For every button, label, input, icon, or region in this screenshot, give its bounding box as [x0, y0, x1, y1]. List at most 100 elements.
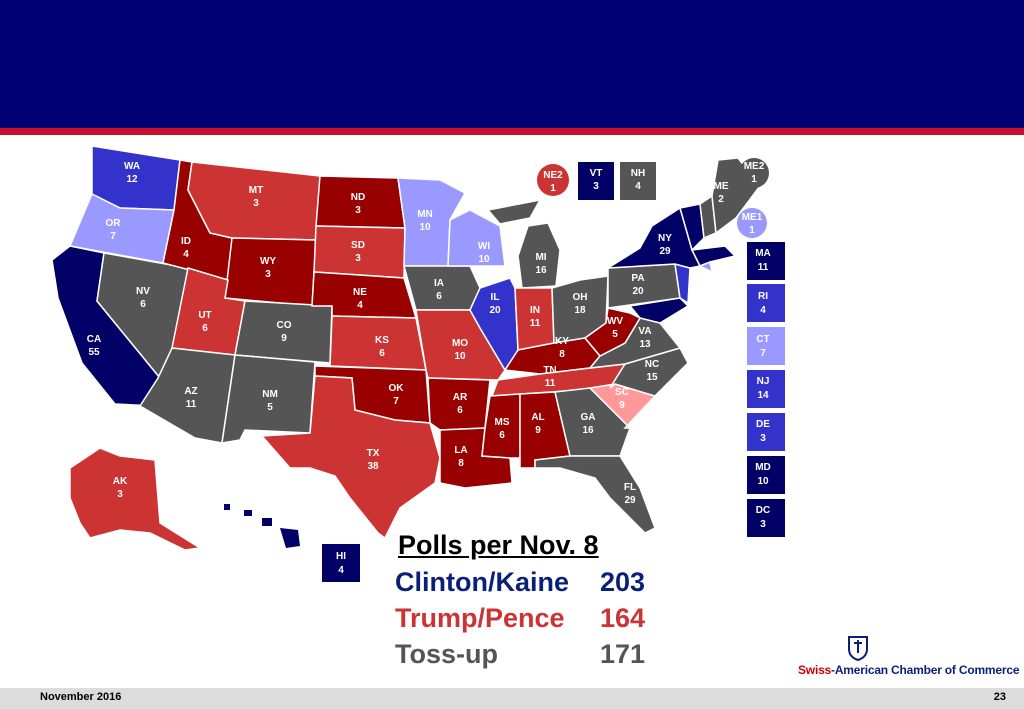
- box-DE[interactable]: DE 3: [747, 413, 785, 451]
- clinton-label: Clinton/Kaine: [395, 566, 569, 597]
- box-MA-ev: 11: [758, 262, 769, 273]
- state-AL-ev: 9: [535, 425, 541, 436]
- state-SD-ev: 3: [355, 253, 361, 264]
- state-VA-abbr: VA: [638, 326, 651, 337]
- box-ME1-ev: 1: [749, 225, 755, 236]
- summary-panel: Polls per Nov. 8 Clinton/Kaine 203 Trump…: [395, 530, 665, 672]
- box-ME2[interactable]: ME2 1: [739, 158, 769, 188]
- state-TX-abbr: TX: [367, 448, 380, 459]
- state-ID-ev: 4: [183, 249, 189, 260]
- electoral-map: WA 12 OR 7 CA 55 NV 6 ID 4 MT 3 WY 3 UT …: [0, 138, 1024, 688]
- state-ND-abbr: ND: [351, 192, 365, 203]
- box-NE2-abbr: NE2: [543, 170, 563, 181]
- box-HI-ev: 4: [338, 565, 344, 576]
- chamber-logo: Swiss-American Chamber of Commerce: [798, 635, 1019, 680]
- state-IL-ev: 20: [489, 305, 501, 316]
- state-OR-abbr: OR: [106, 218, 122, 229]
- state-boxes: NE2 1 VT 3 NH 4 ME2 1 ME1 1 MA 11 RI 4 C…: [322, 158, 785, 582]
- box-NE2[interactable]: NE2 1: [537, 164, 569, 196]
- trump-label: Trump/Pence: [395, 602, 565, 633]
- box-NH-ev: 4: [635, 181, 641, 192]
- summary-row-tossup: Toss-up 171: [395, 636, 665, 672]
- state-GA-ev: 16: [582, 425, 594, 436]
- box-ME2-abbr: ME2: [744, 161, 765, 172]
- state-AK[interactable]: AK 3: [69, 447, 203, 551]
- state-NV-ev: 6: [140, 299, 146, 310]
- logo-swiss: Swiss: [798, 663, 832, 677]
- box-MA[interactable]: MA 11: [747, 242, 785, 280]
- box-DC-abbr: DC: [756, 505, 770, 516]
- state-MI[interactable]: MI 16: [486, 198, 561, 289]
- box-MD-abbr: MD: [755, 462, 771, 473]
- state-SD-abbr: SD: [351, 240, 365, 251]
- summary-row-clinton: Clinton/Kaine 203: [395, 564, 665, 600]
- box-ME1[interactable]: ME1 1: [737, 208, 767, 238]
- state-MN-ev: 10: [419, 222, 431, 233]
- state-KY-abbr: KY: [555, 336, 569, 347]
- summary-row-trump: Trump/Pence 164: [395, 600, 665, 636]
- box-NJ[interactable]: NJ 14: [747, 370, 785, 408]
- state-TX[interactable]: TX 38: [260, 375, 441, 540]
- state-AR-abbr: AR: [453, 392, 468, 403]
- header-stripe: [0, 128, 1024, 135]
- state-WV-ev: 5: [612, 329, 618, 340]
- box-CT-abbr: CT: [756, 334, 769, 345]
- state-WI[interactable]: WI 10: [447, 209, 506, 267]
- clinton-ev: 203: [600, 566, 646, 597]
- state-MT-abbr: MT: [249, 185, 263, 196]
- state-OH-ev: 18: [574, 305, 586, 316]
- state-WV[interactable]: WV 5: [583, 307, 642, 357]
- box-NH-abbr: NH: [631, 168, 645, 179]
- tossup-ev: 171: [600, 638, 646, 669]
- state-NC-abbr: NC: [645, 359, 659, 370]
- state-AK-ev: 3: [117, 489, 123, 500]
- box-RI[interactable]: RI 4: [747, 284, 785, 322]
- state-MI-abbr: MI: [535, 252, 546, 263]
- state-WA-ev: 12: [126, 174, 138, 185]
- box-DC[interactable]: DC 3: [747, 499, 785, 537]
- crest-icon: [848, 636, 868, 661]
- logo-text: Swiss-American Chamber of Commerce: [798, 663, 1019, 677]
- state-WA-abbr: WA: [124, 161, 140, 172]
- state-IA-abbr: IA: [434, 278, 444, 289]
- state-NM-ev: 5: [267, 402, 273, 413]
- state-WY[interactable]: WY 3: [224, 237, 317, 307]
- state-TN-abbr: TN: [543, 365, 556, 376]
- box-DE-ev: 3: [760, 433, 766, 444]
- state-MT-ev: 3: [253, 198, 259, 209]
- state-SC-ev: 9: [619, 400, 625, 411]
- box-HI[interactable]: HI 4: [322, 544, 360, 582]
- state-NV-abbr: NV: [136, 286, 150, 297]
- state-SC[interactable]: SC 9: [588, 383, 657, 429]
- box-MD[interactable]: MD 10: [747, 456, 785, 494]
- box-ME2-ev: 1: [751, 174, 757, 185]
- box-CT[interactable]: CT 7: [747, 327, 785, 365]
- box-NH[interactable]: NH 4: [620, 162, 656, 200]
- state-IN[interactable]: IN 11: [514, 287, 555, 351]
- state-MS-abbr: MS: [495, 417, 510, 428]
- header-band: [0, 0, 1024, 128]
- state-FL[interactable]: FL 29: [534, 455, 656, 534]
- state-KS[interactable]: KS 6: [329, 315, 427, 371]
- state-GA[interactable]: GA 16: [554, 387, 631, 457]
- state-MS-ev: 6: [499, 430, 505, 441]
- state-ID-abbr: ID: [181, 236, 191, 247]
- state-NE-abbr: NE: [353, 287, 367, 298]
- state-MS[interactable]: MS 6: [481, 393, 521, 459]
- state-NM[interactable]: NM 5: [221, 354, 316, 444]
- state-ME-ev: 2: [718, 194, 724, 205]
- state-NC-ev: 15: [646, 372, 658, 383]
- state-LA-ev: 8: [458, 458, 464, 469]
- state-ND-ev: 3: [355, 205, 361, 216]
- state-WI-ev: 10: [478, 254, 490, 265]
- state-SC-abbr: SC: [615, 387, 629, 398]
- state-CA-abbr: CA: [87, 334, 101, 345]
- state-WY-ev: 3: [265, 269, 271, 280]
- state-MO-abbr: MO: [452, 338, 468, 349]
- state-NE-ev: 4: [357, 300, 363, 311]
- state-TN-ev: 11: [545, 378, 556, 389]
- state-NM-abbr: NM: [262, 389, 278, 400]
- state-WI-abbr: WI: [478, 241, 490, 252]
- box-VT[interactable]: VT 3: [578, 162, 614, 200]
- state-MN-abbr: MN: [417, 209, 433, 220]
